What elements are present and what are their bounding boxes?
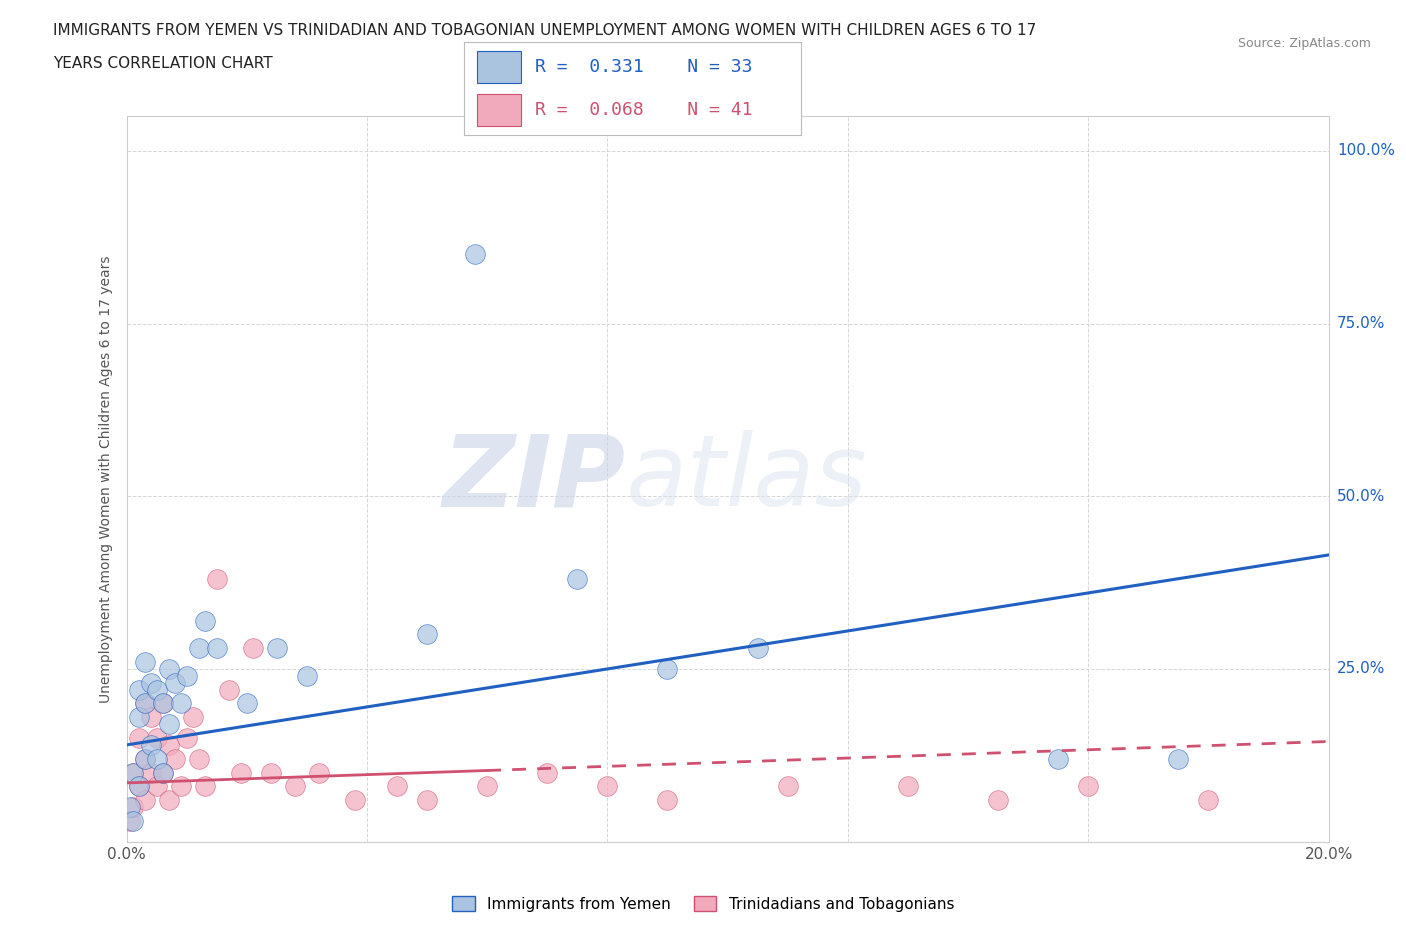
Point — [145, 683, 167, 698]
Text: 50.0%: 50.0% — [1337, 489, 1385, 504]
Point — [121, 800, 143, 815]
Text: 100.0%: 100.0% — [1337, 143, 1395, 158]
Point — [187, 641, 209, 656]
Point — [121, 765, 143, 780]
Text: 75.0%: 75.0% — [1337, 316, 1385, 331]
Point — [128, 683, 150, 698]
Point — [139, 710, 162, 724]
Point — [163, 751, 186, 766]
Point — [194, 613, 217, 628]
Point — [157, 661, 180, 676]
Point — [128, 710, 150, 724]
Point — [235, 696, 259, 711]
Point — [181, 710, 204, 724]
Point — [157, 717, 180, 732]
Point — [1047, 751, 1070, 766]
Point — [176, 669, 198, 684]
Point — [260, 765, 283, 780]
Point — [134, 751, 156, 766]
Point — [169, 779, 191, 794]
Point — [308, 765, 330, 780]
Point — [163, 675, 186, 690]
Point — [343, 792, 366, 807]
Legend: Immigrants from Yemen, Trinidadians and Tobagonians: Immigrants from Yemen, Trinidadians and … — [446, 889, 960, 918]
Text: YEARS CORRELATION CHART: YEARS CORRELATION CHART — [53, 56, 273, 71]
Point — [128, 731, 150, 746]
Text: Source: ZipAtlas.com: Source: ZipAtlas.com — [1237, 37, 1371, 50]
Point — [157, 737, 180, 752]
Text: 25.0%: 25.0% — [1337, 661, 1385, 676]
Point — [152, 696, 174, 711]
Point — [169, 696, 191, 711]
Point — [218, 683, 240, 698]
Point — [464, 247, 486, 262]
Point — [266, 641, 288, 656]
Point — [157, 792, 180, 807]
Point — [134, 696, 156, 711]
Point — [567, 572, 589, 587]
Point — [987, 792, 1010, 807]
Point — [1197, 792, 1219, 807]
Point — [152, 696, 174, 711]
Point — [128, 779, 150, 794]
Point — [536, 765, 558, 780]
Point — [1077, 779, 1099, 794]
Point — [152, 765, 174, 780]
Point — [187, 751, 209, 766]
Point — [139, 675, 162, 690]
Point — [1167, 751, 1189, 766]
Point — [139, 765, 162, 780]
Point — [118, 800, 141, 815]
Point — [416, 627, 439, 642]
Bar — [478, 51, 522, 83]
Point — [657, 792, 679, 807]
Point — [416, 792, 439, 807]
Point — [134, 696, 156, 711]
Point — [128, 779, 150, 794]
Point — [295, 669, 318, 684]
Point — [747, 641, 769, 656]
Point — [145, 731, 167, 746]
Point — [152, 765, 174, 780]
Point — [657, 661, 679, 676]
Point — [121, 765, 143, 780]
Bar — [478, 94, 522, 126]
Point — [776, 779, 799, 794]
Y-axis label: Unemployment Among Women with Children Ages 6 to 17 years: Unemployment Among Women with Children A… — [100, 255, 114, 703]
Point — [205, 641, 228, 656]
Point — [194, 779, 217, 794]
Point — [134, 792, 156, 807]
Point — [145, 751, 167, 766]
Point — [596, 779, 619, 794]
Point — [121, 814, 143, 829]
Point — [475, 779, 498, 794]
Point — [139, 737, 162, 752]
Point — [242, 641, 264, 656]
Point — [118, 814, 141, 829]
Point — [284, 779, 307, 794]
Text: R =  0.331    N = 33: R = 0.331 N = 33 — [534, 58, 752, 76]
Point — [176, 731, 198, 746]
Text: R =  0.068    N = 41: R = 0.068 N = 41 — [534, 100, 752, 119]
Text: ZIP: ZIP — [443, 431, 626, 527]
Text: atlas: atlas — [626, 431, 868, 527]
Point — [145, 779, 167, 794]
Point — [205, 572, 228, 587]
Text: IMMIGRANTS FROM YEMEN VS TRINIDADIAN AND TOBAGONIAN UNEMPLOYMENT AMONG WOMEN WIT: IMMIGRANTS FROM YEMEN VS TRINIDADIAN AND… — [53, 23, 1036, 38]
Point — [229, 765, 252, 780]
Point — [134, 751, 156, 766]
Point — [134, 655, 156, 670]
Point — [897, 779, 920, 794]
Point — [385, 779, 408, 794]
